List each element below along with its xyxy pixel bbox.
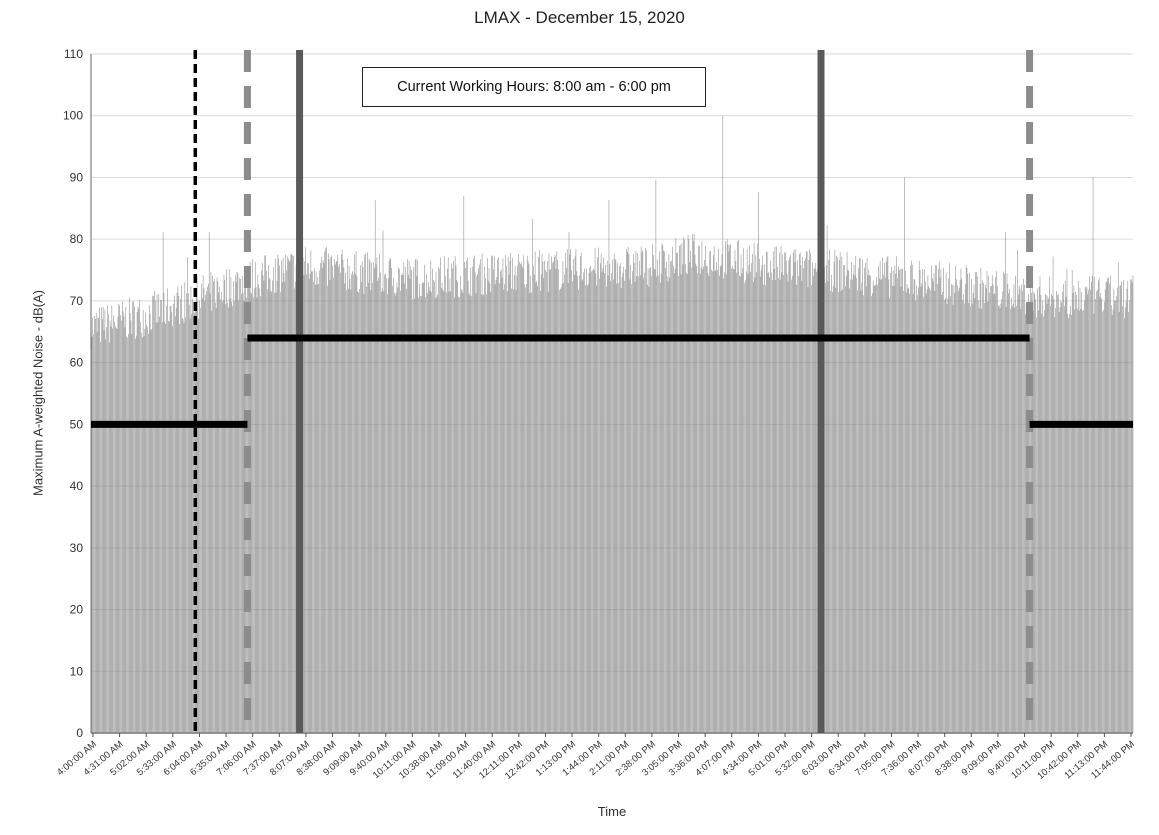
chart-title: LMAX - December 15, 2020: [474, 8, 685, 27]
x-axis-label: Time: [597, 804, 627, 819]
y-tick-label: 110: [64, 47, 83, 61]
y-tick-label: 90: [70, 170, 84, 184]
y-tick-label: 20: [70, 603, 84, 617]
y-tick-label: 70: [70, 294, 84, 308]
y-tick-label: 50: [70, 417, 84, 431]
working-hours-annotation: Current Working Hours: 8:00 am - 6:00 pm: [362, 67, 706, 107]
y-tick-label: 100: [63, 109, 83, 123]
y-tick-label: 30: [70, 541, 84, 555]
y-tick-label: 60: [70, 356, 84, 370]
y-axis-label: Maximum A-weighted Noise - dB(A): [30, 290, 46, 496]
y-tick-label: 40: [70, 479, 84, 493]
y-tick-label: 10: [70, 664, 84, 678]
y-tick-label: 0: [76, 726, 83, 740]
y-tick-label: 80: [70, 232, 84, 246]
